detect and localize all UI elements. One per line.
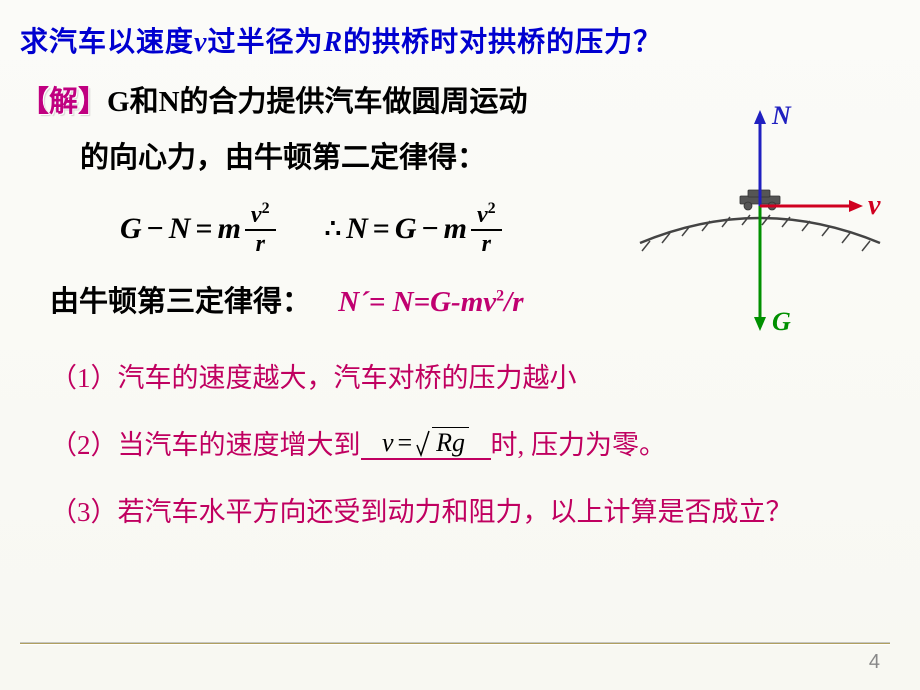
label-v: v: [868, 190, 881, 221]
eq1-num: v2: [245, 200, 276, 231]
page-number: 4: [869, 651, 880, 674]
eq1-minus: −: [147, 212, 164, 246]
eq1-N: N: [169, 212, 191, 246]
eq1-G: G: [120, 212, 142, 246]
title-pre: 求汽车以速度: [20, 27, 194, 58]
eq1-m: m: [218, 212, 241, 246]
force-diagram: N G v: [630, 98, 890, 348]
eq1-eq: =: [195, 212, 212, 246]
conclusion-2: （2）当汽车的速度增大到 v = Rg 时, 压力为零。: [50, 423, 900, 462]
slide-content: 求汽车以速度v过半径为R的拱桥时对拱桥的压力？ 【解】G和N的合力提供汽车做圆周…: [20, 20, 900, 670]
eq2-G: G: [395, 212, 417, 246]
eq2-eq: =: [373, 212, 390, 246]
newton3-label: 由牛顿第三定律得：: [50, 286, 311, 318]
fill-blank: v = Rg: [361, 427, 491, 461]
solution-text1: G和N的合力提供汽车做圆周运动: [107, 86, 528, 118]
eq2-therefore: ∴: [325, 214, 342, 244]
eq2-fraction: v2 r: [471, 200, 502, 258]
equation-1: G − N = m v2 r: [120, 200, 280, 258]
footer-divider: [20, 643, 890, 644]
title-v: v: [194, 27, 207, 58]
label-G: G: [772, 307, 791, 336]
conc2-pre: （2）当汽车的速度增大到: [50, 430, 361, 460]
conclusion-1: （1）汽车的速度越大，汽车对桥的压力越小: [50, 356, 900, 395]
title-mid: 过半径为: [207, 27, 323, 58]
title-r: R: [323, 27, 343, 58]
title-post: 的拱桥时对拱桥的压力？: [343, 27, 662, 58]
solution-marker: 【解】: [20, 78, 107, 120]
eq1-fraction: v2 r: [245, 200, 276, 258]
eq2-den: r: [476, 231, 497, 258]
label-N: N: [771, 101, 792, 130]
eq1-den: r: [250, 231, 271, 258]
eq2-N: N: [346, 212, 368, 246]
equation-2: ∴ N = G − m v2 r: [320, 200, 506, 258]
eq2-minus: −: [422, 212, 439, 246]
sqrt-icon: [416, 429, 430, 457]
sqrt-expression: v = Rg: [382, 427, 469, 458]
newton3-formula: N´= N=G-mv2/r: [338, 286, 523, 318]
conc2-post: 时, 压力为零。: [491, 430, 667, 460]
problem-statement: 求汽车以速度v过半径为R的拱桥时对拱桥的压力？: [20, 20, 900, 60]
conclusion-3: （3）若汽车水平方向还受到动力和阻力，以上计算是否成立？: [50, 490, 900, 529]
eq2-num: v2: [471, 200, 502, 231]
eq2-m: m: [444, 212, 467, 246]
